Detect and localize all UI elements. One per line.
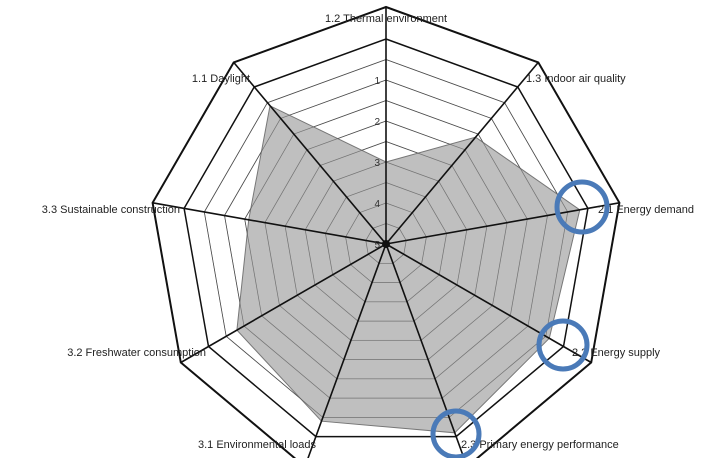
radar-spokes — [152, 7, 620, 458]
radar-grid-ring-overlay — [203, 59, 569, 418]
radar-grid-ring-overlay — [325, 182, 447, 303]
radial-tick-label: 4 — [374, 199, 380, 210]
radar-center — [382, 240, 390, 248]
radar-spoke — [385, 202, 620, 245]
radar-grid-ring-overlay — [304, 161, 468, 322]
radial-tick-label: 3 — [374, 158, 380, 169]
radar-grid-ring-overlay — [244, 100, 528, 380]
radial-tick-labels: 1 2 3 4 5 — [374, 76, 380, 251]
radar-spoke — [385, 243, 592, 364]
axis-label: 2.3 Primary energy performance — [461, 439, 619, 451]
radar-grid-ring-overlay — [224, 79, 548, 399]
axis-label: 1.3 Indoor air quality — [526, 73, 626, 85]
radar-grid-ring-overlay — [345, 202, 427, 283]
highlight-circles — [430, 179, 610, 458]
radar-spoke — [180, 243, 387, 364]
axis-label: 1.2 Thermal environment — [325, 13, 447, 25]
radar-grid-ring-overlay — [264, 120, 508, 360]
radar-spoke — [385, 243, 465, 458]
axis-label: 3.3 Sustainable construction — [42, 204, 180, 216]
axis-label: 3.2 Freshwater consumption — [67, 347, 206, 359]
radar-grid-ring-overlay — [365, 223, 407, 264]
series-area — [236, 105, 581, 434]
radar-spoke — [233, 61, 387, 245]
series-layer — [203, 59, 581, 434]
radial-tick-label: 1 — [374, 76, 380, 87]
radar-spoke — [307, 243, 387, 458]
radar-plot-frame — [183, 38, 589, 438]
axis-label: 2.1 Energy demand — [598, 204, 694, 216]
highlight-circle — [430, 408, 482, 458]
axis-labels: 1.2 Thermal environment 1.3 Indoor air qu… — [42, 13, 694, 451]
radial-tick-label: 5 — [374, 240, 380, 251]
radar-spoke — [152, 202, 387, 245]
axis-label: 1.1 Daylight — [192, 73, 250, 85]
radar-spoke — [385, 61, 539, 245]
axis-label: 2.2 Energy supply — [572, 347, 661, 359]
radar-grid-ring-overlay — [284, 141, 488, 341]
highlight-circle — [554, 179, 610, 235]
radar-outer-frame — [151, 5, 621, 458]
highlight-circle — [536, 318, 590, 372]
radial-tick-label: 2 — [374, 117, 380, 128]
axis-label: 3.1 Environmental loads — [198, 439, 317, 451]
